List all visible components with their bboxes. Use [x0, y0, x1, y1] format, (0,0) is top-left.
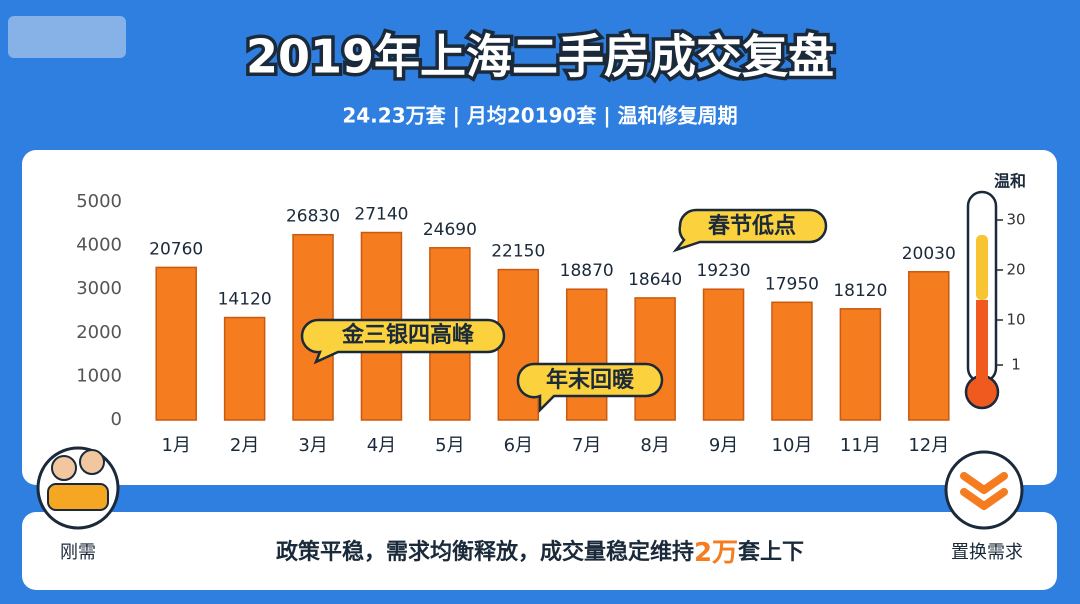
bar-label: 22150	[491, 242, 545, 262]
bar	[223, 316, 266, 421]
gauge-tick-label: 1	[1011, 356, 1021, 374]
bar-label: 20030	[902, 244, 956, 264]
callout: 年末回暖	[516, 362, 664, 414]
x-tick-label: 5月	[435, 435, 464, 456]
callout-text: 年末回暖	[546, 367, 635, 393]
bar-label: 14120	[218, 290, 272, 310]
bar-label: 18120	[833, 281, 887, 301]
x-tick-label: 2月	[230, 435, 259, 456]
bar-label: 20760	[149, 239, 203, 259]
footer-card	[22, 512, 1057, 590]
bar	[155, 266, 197, 421]
message-part: 套上下	[738, 539, 804, 565]
footer-right-label: 置换需求	[951, 542, 1023, 563]
x-tick-label: 7月	[572, 435, 601, 456]
bar-label: 18870	[560, 261, 614, 281]
message-highlight: 2万	[694, 538, 738, 568]
bar	[702, 288, 745, 421]
bar	[839, 308, 882, 421]
x-tick-label: 12月	[908, 435, 949, 456]
x-tick-label: 3月	[298, 435, 327, 456]
bar-label: 18640	[628, 270, 682, 290]
y-tick-label: 1000	[76, 365, 122, 386]
bar-label: 27140	[354, 205, 408, 225]
x-tick-label: 6月	[504, 435, 533, 456]
gauge-tick-label: 20	[1006, 261, 1025, 279]
bar	[908, 271, 950, 421]
bar-label: 26830	[286, 207, 340, 227]
gauge-fill-upper	[976, 235, 988, 300]
bar	[565, 288, 608, 421]
x-tick-label: 1月	[161, 435, 190, 456]
x-tick-label: 10月	[772, 435, 813, 456]
x-tick-label: 8月	[640, 435, 669, 456]
bar-label: 24690	[423, 220, 477, 240]
y-tick-label: 3000	[76, 278, 122, 299]
footer-left-label: 刚需	[60, 542, 96, 563]
check-icon	[944, 450, 1024, 530]
callout: 春节低点	[672, 208, 828, 253]
gauge-label: 温和	[993, 172, 1026, 191]
gauge-fill	[976, 300, 988, 392]
y-tick-label: 5000	[76, 191, 122, 212]
callout-text: 春节低点	[708, 213, 796, 239]
gauge-tick-label: 30	[1006, 211, 1025, 229]
bar-label: 19230	[696, 261, 750, 281]
y-tick-label: 2000	[76, 322, 122, 343]
thermometer: 温和 1 10 20 30	[964, 172, 1026, 410]
bar-label: 17950	[765, 274, 819, 294]
x-tick-label: 11月	[840, 435, 881, 456]
logo-placeholder	[8, 16, 126, 58]
subtitle: 24.23万套 | 月均20190套 | 温和修复周期	[342, 104, 737, 128]
x-tick-label: 9月	[709, 435, 738, 456]
y-tick-label: 4000	[76, 235, 122, 256]
message-part: 政策平稳，需求均衡释放，成交量稳定维持	[276, 539, 694, 565]
bar	[771, 301, 813, 421]
callout: 金三银四高峰	[300, 318, 506, 365]
title: 2019年上海二手房成交复盘	[246, 30, 834, 84]
footer-message: 政策平稳，需求均衡释放，成交量稳定维持2万套上下	[276, 538, 804, 568]
gauge-tick-label: 10	[1006, 311, 1025, 329]
y-tick-label: 0	[111, 409, 122, 430]
callout-text: 金三银四高峰	[341, 322, 475, 348]
people-icon	[36, 446, 120, 530]
bar	[634, 297, 676, 421]
x-tick-label: 4月	[367, 435, 396, 456]
